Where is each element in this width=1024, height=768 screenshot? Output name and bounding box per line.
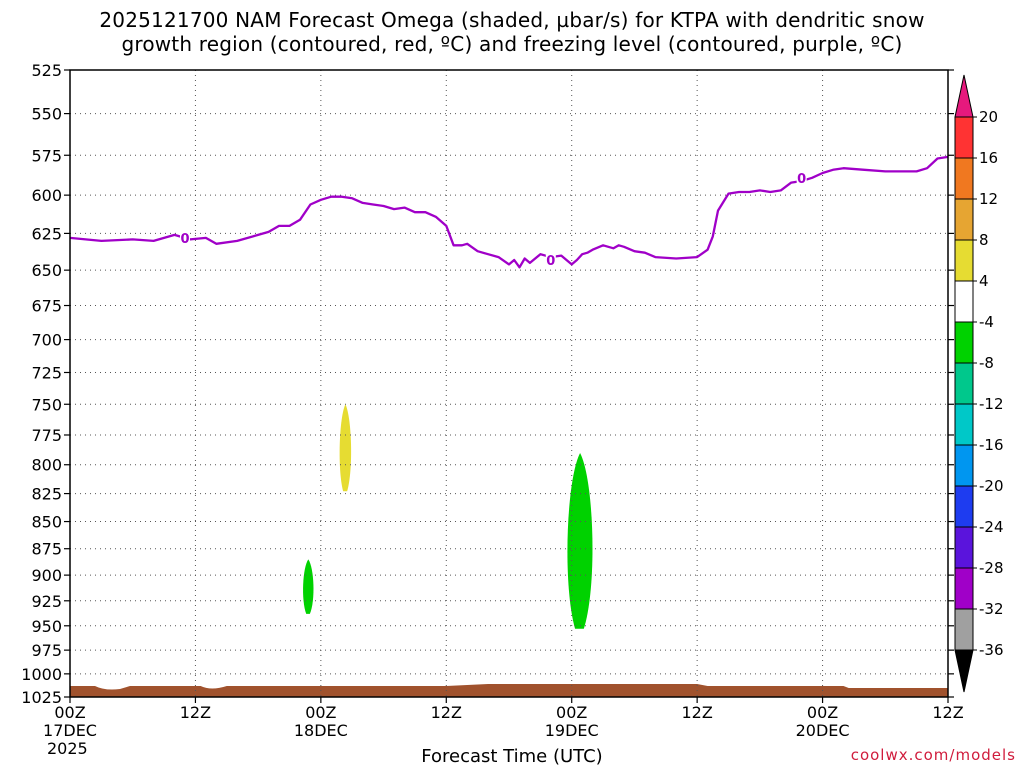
colorbar-label: 16 bbox=[979, 149, 998, 167]
x-tick-label: 12Z bbox=[431, 703, 462, 722]
x-tick-date: 19DEC bbox=[545, 721, 599, 740]
colorbar-segment bbox=[954, 157, 974, 200]
colorbar-segment bbox=[954, 321, 974, 364]
y-tick-label: 825 bbox=[31, 485, 62, 504]
colorbar-segment bbox=[954, 608, 974, 651]
colorbar-label: 12 bbox=[979, 190, 998, 208]
y-tick-label: 625 bbox=[31, 224, 62, 243]
omega-shading bbox=[303, 404, 593, 629]
x-tick-label: 00Z bbox=[556, 703, 587, 722]
y-tick-label: 675 bbox=[31, 297, 62, 316]
omega-region-1 bbox=[303, 559, 314, 614]
y-tick-label: 950 bbox=[31, 617, 62, 636]
colorbar-label: -4 bbox=[979, 313, 994, 331]
y-tick-label: 575 bbox=[31, 146, 62, 165]
colorbar-segment bbox=[954, 280, 974, 323]
x-tick-label: 00Z bbox=[305, 703, 336, 722]
y-tick-label: 1000 bbox=[21, 665, 62, 684]
omega-region-2 bbox=[567, 452, 593, 629]
x-tick-label: 00Z bbox=[54, 703, 85, 722]
colorbar-label: 8 bbox=[979, 231, 989, 249]
colorbar-label: -24 bbox=[979, 518, 1004, 536]
colorbar-label: -8 bbox=[979, 354, 994, 372]
colorbar-label: -36 bbox=[979, 641, 1004, 659]
y-tick-label: 850 bbox=[31, 513, 62, 532]
x-tick-label: 12Z bbox=[180, 703, 211, 722]
colorbar-segment bbox=[954, 567, 974, 610]
colorbar-segment bbox=[954, 362, 974, 405]
y-tick-label: 550 bbox=[31, 105, 62, 124]
chart-title-line-1: 2025121700 NAM Forecast Omega (shaded, µ… bbox=[99, 8, 925, 32]
colorbar-segment bbox=[954, 239, 974, 282]
colorbar-segment bbox=[954, 403, 974, 446]
plot-frame bbox=[69, 69, 949, 698]
freezing-level-label: 0 bbox=[546, 254, 555, 269]
x-tick-label: 12Z bbox=[932, 703, 963, 722]
y-tick-label: 525 bbox=[31, 61, 62, 80]
y-tick-label: 700 bbox=[31, 331, 62, 350]
colorbar-segment bbox=[954, 116, 974, 159]
y-tick-label: 975 bbox=[31, 641, 62, 660]
omega-region-0 bbox=[339, 404, 352, 492]
x-tick-date: 17DEC bbox=[43, 721, 97, 740]
colorbar-top-triangle bbox=[954, 74, 974, 118]
x-tick-label: 00Z bbox=[807, 703, 838, 722]
y-tick-label: 650 bbox=[31, 261, 62, 280]
colorbar-label: -16 bbox=[979, 436, 1004, 454]
y-tick-label: 600 bbox=[31, 186, 62, 205]
freezing-label-bg bbox=[179, 230, 190, 245]
colorbar-segment bbox=[954, 526, 974, 569]
colorbar: 20 16 12 8 4 -4 -8 -12 -16 -20 -24 -28 -32 -36 bbox=[954, 74, 1004, 693]
y-tick-label: 925 bbox=[31, 592, 62, 611]
credit-link[interactable]: coolwx.com/models bbox=[850, 746, 1016, 764]
colorbar-label: -12 bbox=[979, 395, 1004, 413]
y-tick-label: 725 bbox=[31, 363, 62, 382]
x-tick-year: 2025 bbox=[47, 739, 88, 758]
colorbar-label: 20 bbox=[979, 108, 998, 126]
y-tick-label: 875 bbox=[31, 540, 62, 559]
freezing-level-line bbox=[69, 155, 949, 269]
x-tick-date: 18DEC bbox=[294, 721, 348, 740]
x-axis-label: Forecast Time (UTC) bbox=[421, 746, 603, 767]
colorbar-label: -28 bbox=[979, 559, 1004, 577]
freezing-level-label: 0 bbox=[797, 172, 806, 187]
freezing-level-label: 0 bbox=[180, 232, 189, 247]
grid bbox=[69, 69, 949, 698]
y-tick-label: 750 bbox=[31, 395, 62, 414]
colorbar-bottom-triangle bbox=[954, 649, 974, 693]
terrain-fill bbox=[70, 683, 948, 697]
colorbar-segment bbox=[954, 444, 974, 487]
x-tick-label: 12Z bbox=[681, 703, 712, 722]
colorbar-segment bbox=[954, 485, 974, 528]
freezing-label-bg bbox=[796, 170, 807, 185]
y-tick-label: 900 bbox=[31, 566, 62, 585]
colorbar-label: -20 bbox=[979, 477, 1004, 495]
colorbar-label: 4 bbox=[979, 272, 989, 290]
y-tick-label: 800 bbox=[31, 456, 62, 475]
chart-title-line-2: growth region (contoured, red, ºC) and f… bbox=[121, 32, 903, 56]
y-tick-label: 1025 bbox=[21, 688, 62, 707]
x-tick-date: 20DEC bbox=[796, 721, 850, 740]
freezing-label-bg bbox=[545, 253, 556, 268]
y-tick-label: 775 bbox=[31, 426, 62, 445]
colorbar-label: -32 bbox=[979, 600, 1004, 618]
colorbar-segment bbox=[954, 198, 974, 241]
